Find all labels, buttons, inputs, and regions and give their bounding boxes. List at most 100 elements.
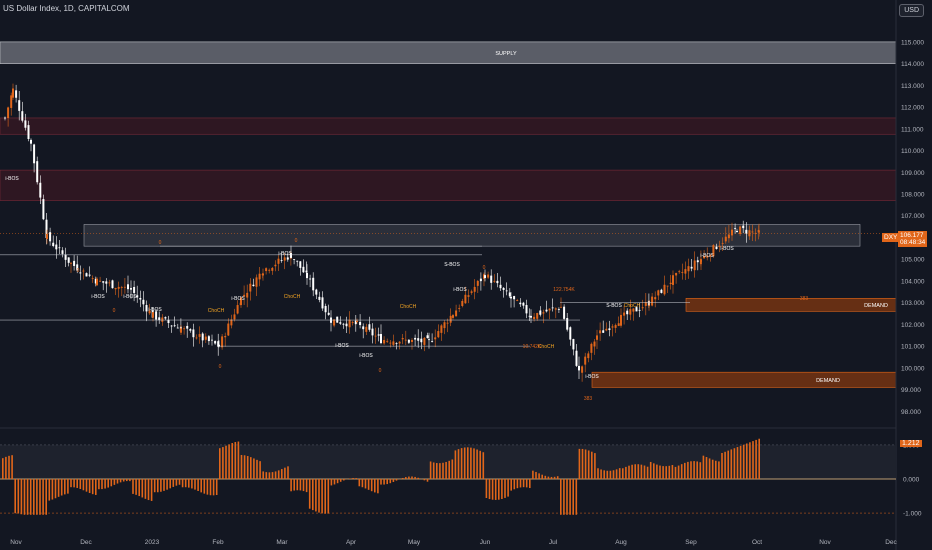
osc-bar [8, 455, 10, 479]
y-tick-label: 104.000 [901, 278, 925, 285]
candle-body [458, 308, 461, 309]
candle-body [446, 322, 449, 324]
candle-body [525, 305, 528, 314]
currency-button[interactable]: USD [899, 4, 924, 17]
osc-bar [219, 448, 221, 479]
structure-label: 0 [483, 265, 486, 271]
osc-bar [755, 439, 757, 479]
osc-bar [82, 479, 85, 491]
osc-bar [98, 479, 100, 490]
candle-body [312, 277, 315, 291]
osc-bar [612, 470, 615, 479]
candle-body [473, 286, 476, 292]
candle-body [502, 287, 505, 290]
osc-bar [454, 450, 457, 479]
candle-body [283, 257, 286, 261]
candle-body [754, 232, 757, 234]
osc-bar [739, 445, 742, 479]
candle-body [290, 253, 292, 258]
candle-body [45, 219, 48, 238]
candle-body [33, 144, 36, 164]
zone-supply [0, 41, 897, 64]
candle-body [158, 317, 161, 321]
osc-bar [281, 469, 283, 479]
candle-body [265, 268, 268, 272]
candle-body [286, 257, 289, 260]
candle-body [204, 336, 207, 340]
candle-body [88, 274, 91, 276]
candle-body [99, 280, 102, 282]
candle-body [49, 232, 52, 242]
candle-body [315, 289, 318, 295]
candle-body [377, 334, 380, 336]
osc-bar [116, 479, 119, 484]
structure-label: S-BOS [606, 303, 622, 309]
candle-body [605, 328, 608, 331]
osc-bar [718, 461, 720, 479]
osc-bar [628, 465, 630, 479]
structure-label: i-BOS [5, 176, 19, 182]
candle-body [348, 319, 351, 328]
osc-bar [470, 447, 472, 479]
osc-bar [584, 449, 587, 479]
candle-body [12, 88, 14, 98]
osc-bar [215, 479, 218, 495]
osc-bar [358, 479, 361, 487]
osc-bar [296, 479, 299, 491]
osc-bar [181, 479, 184, 488]
osc-bar [705, 457, 708, 479]
candle-body [67, 257, 70, 263]
candle-body [706, 255, 709, 258]
osc-bar [206, 479, 209, 495]
candle-body [467, 295, 470, 297]
candle-body [626, 310, 629, 315]
structure-label: i-BOS [123, 294, 137, 300]
osc-bar [33, 479, 35, 515]
candle-body [593, 341, 596, 347]
osc-bar [436, 463, 438, 479]
candle-body [476, 280, 479, 286]
candle-body [392, 341, 395, 345]
osc-bar [29, 479, 32, 515]
candle-body [644, 302, 647, 306]
y-tick-label: 99.000 [901, 387, 921, 394]
candle-body [513, 296, 516, 300]
osc-bar [237, 441, 240, 479]
osc-bar [448, 460, 450, 479]
candle-body [599, 330, 602, 334]
osc-bar [315, 479, 317, 512]
osc-bar [538, 473, 540, 479]
osc-bar [268, 472, 271, 479]
osc-bar [308, 479, 311, 509]
candle-body [111, 280, 114, 289]
candle-body [578, 365, 580, 371]
candle-body [519, 302, 522, 305]
candle-body [452, 315, 454, 318]
osc-bar [498, 479, 500, 500]
candle-body [522, 302, 525, 306]
zone-label: DEMAND [864, 303, 888, 309]
osc-bar [383, 479, 385, 485]
candle-body [246, 292, 249, 298]
osc-bar [715, 460, 717, 479]
candle-body [496, 280, 499, 284]
osc-bar [690, 461, 692, 479]
osc-bar [622, 468, 624, 479]
structure-label: i-BOS [231, 296, 245, 302]
candle-body [167, 319, 170, 324]
osc-bar [57, 479, 60, 497]
osc-bar [259, 461, 261, 479]
x-tick-label: Jul [549, 539, 558, 546]
osc-bar [451, 459, 454, 479]
y-tick-label: 101.000 [901, 344, 925, 351]
candle-body [487, 274, 490, 278]
osc-bar [321, 479, 323, 514]
candle-body [27, 125, 30, 139]
candle-body [195, 337, 198, 339]
candle-body [39, 182, 42, 198]
candle-body [240, 297, 242, 305]
osc-bar [330, 479, 333, 486]
candle-body [85, 273, 88, 277]
candle-body [703, 255, 706, 259]
